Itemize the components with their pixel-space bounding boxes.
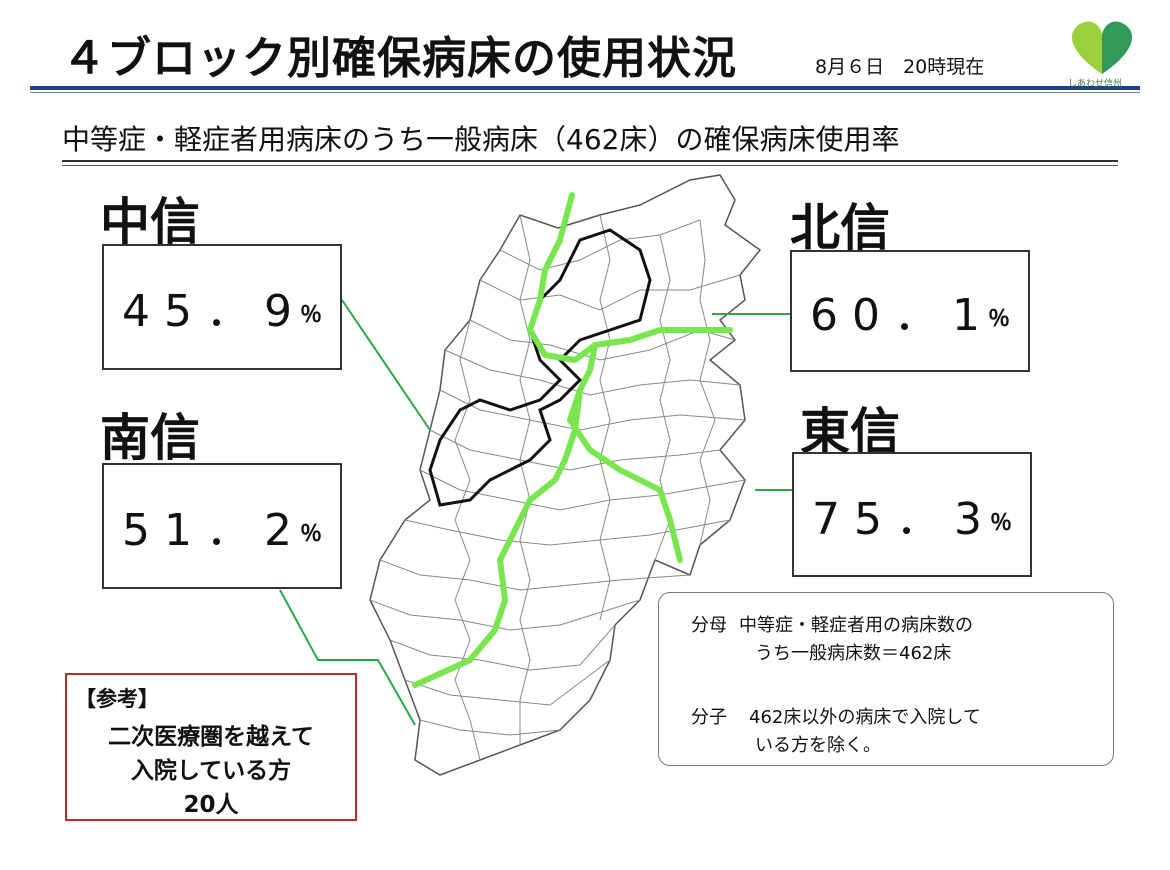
- boundary-north: [527, 192, 733, 363]
- chushin-boundary: [428, 228, 652, 507]
- rate-box-chushin: 45．9 ％: [102, 244, 342, 370]
- rate-unit-chushin: ％: [299, 303, 322, 328]
- heart-logo-icon: [1071, 21, 1133, 75]
- reference-line-2: 入院している方: [130, 758, 292, 784]
- reference-box: 【参考】 二次医療圏を越えて 入院している方 20人: [65, 673, 357, 821]
- reference-line-1: 二次医療圏を越えて: [108, 724, 314, 750]
- title-divider: [30, 86, 1140, 90]
- rate-box-toshin: 75．3 ％: [792, 452, 1032, 577]
- title-divider-thin: [30, 92, 1140, 93]
- numerator-text-1: 462床以外の病床で入院して: [749, 707, 981, 728]
- logo-caption: しあわせ信州: [1068, 79, 1123, 89]
- subtitle-divider: [62, 160, 1118, 162]
- rate-box-nanshin: 51．2 ％: [102, 463, 342, 589]
- rate-unit-nanshin: ％: [299, 522, 322, 547]
- leader-line-chushin: [341, 299, 431, 431]
- definition-note-box: 分母 中等症・軽症者用の病床数の うち一般病床数＝462床 分子 462床以外の…: [658, 592, 1114, 766]
- region-name-toshin: 東信: [800, 403, 900, 461]
- rate-box-hokushin: 60．1 ％: [790, 250, 1030, 372]
- rate-value-nanshin: 51．2: [122, 505, 306, 556]
- reference-heading: 【参考】: [75, 687, 159, 711]
- numerator-text-2: いる方を除く。: [755, 735, 881, 756]
- boundary-central: [567, 342, 683, 563]
- denominator-text-1: 中等症・軽症者用の病床数の: [739, 615, 973, 636]
- region-name-nanshin: 南信: [100, 409, 200, 467]
- leader-line-nanshin: [279, 589, 416, 726]
- numerator-label: 分子: [691, 707, 727, 728]
- rate-value-chushin: 45．9: [122, 286, 306, 337]
- denominator-label: 分母: [691, 615, 727, 636]
- page-title: ４ブロック別確保病床の使用状況: [62, 33, 737, 84]
- rate-value-hokushin: 60．1: [810, 290, 994, 341]
- rate-unit-hokushin: ％: [987, 307, 1010, 332]
- subtitle: 中等症・軽症者用病床のうち一般病床（462床）の確保病床使用率: [62, 123, 900, 156]
- reference-line-3: 20人: [183, 792, 239, 818]
- region-name-chushin: 中信: [100, 193, 200, 251]
- boundary-south: [412, 387, 583, 688]
- prefecture-outline: [369, 174, 762, 776]
- subtitle-divider-thin: [62, 165, 1118, 166]
- rate-value-toshin: 75．3: [812, 493, 996, 545]
- denominator-text-2: うち一般病床数＝462床: [755, 643, 952, 664]
- rate-unit-toshin: ％: [989, 510, 1012, 536]
- region-name-hokushin: 北信: [790, 199, 890, 257]
- datetime-label: 8月６日 20時現在: [815, 56, 985, 78]
